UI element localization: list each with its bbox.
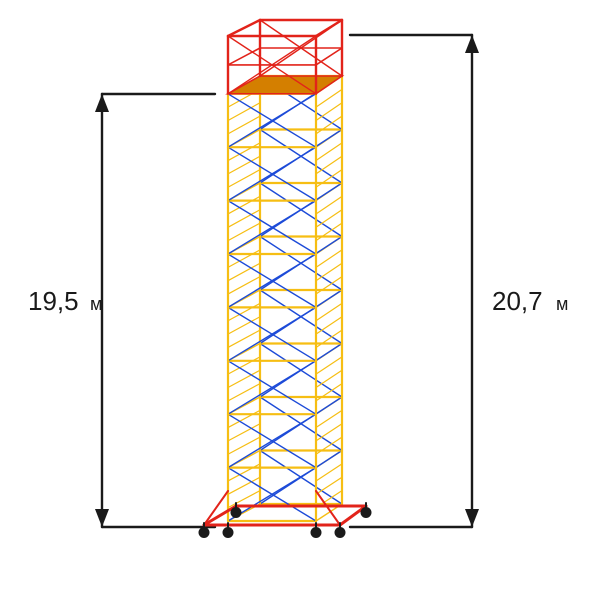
dim-left-unit: м [90, 294, 102, 314]
caster-wheel [335, 527, 346, 538]
caster-wheel [311, 527, 322, 538]
scaffold-tower [199, 20, 372, 538]
dim-right-number: 20,7 [492, 286, 543, 316]
caster-wheel [231, 507, 242, 518]
platform [228, 76, 342, 94]
caster-wheel [199, 527, 210, 538]
dim-left-number: 19,5 [28, 286, 79, 316]
dim-right-unit: м [556, 294, 568, 314]
caster-wheel [223, 527, 234, 538]
caster-wheel [361, 507, 372, 518]
